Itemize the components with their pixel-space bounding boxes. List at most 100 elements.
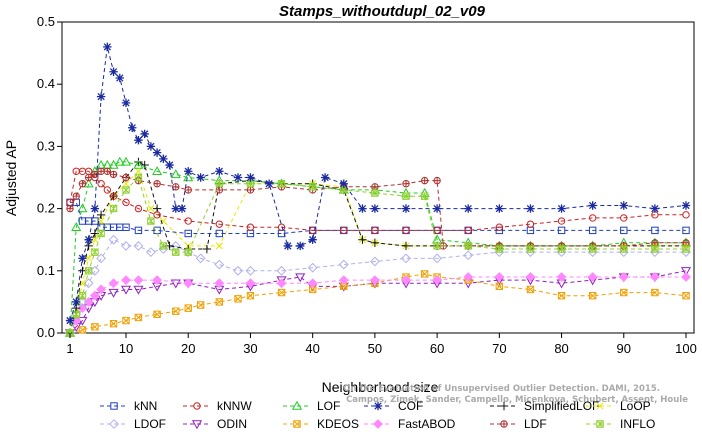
data-point: [401, 253, 411, 264]
data-point: [177, 204, 187, 213]
data-point: [184, 229, 192, 238]
credit-line-1: Campos, Zimek, Sander, Campello, Micenko…: [346, 395, 688, 405]
legend-item: INFLO: [586, 417, 655, 431]
data-point: [109, 319, 118, 328]
data-point: [97, 180, 105, 188]
data-point: [191, 420, 203, 430]
data-point: [526, 204, 535, 213]
y-tick-label: 0.5: [37, 14, 55, 29]
data-point: [96, 284, 107, 295]
data-point: [202, 244, 212, 254]
data-point: [245, 278, 256, 289]
legend-item: FastABOD: [364, 417, 456, 431]
data-point: [184, 186, 192, 194]
data-point: [172, 307, 180, 315]
data-point: [277, 288, 286, 297]
series-lof: [64, 156, 692, 337]
data-point: [170, 279, 181, 289]
data-point: [495, 282, 504, 291]
data-point: [596, 420, 604, 428]
legend-label: INFLO: [620, 417, 655, 431]
series-kdeos: [66, 270, 690, 337]
data-point: [499, 401, 509, 411]
data-point: [89, 290, 100, 301]
data-point: [420, 176, 429, 185]
data-point: [373, 401, 383, 411]
data-point: [293, 420, 301, 428]
legend-label: ODIN: [217, 417, 247, 431]
series-line: [70, 201, 686, 234]
data-point: [78, 254, 87, 263]
data-point: [97, 167, 105, 175]
data-point: [618, 272, 629, 282]
data-point: [680, 267, 692, 277]
legend-label: LDOF: [134, 417, 166, 431]
x-tick-label: 1: [66, 341, 73, 356]
data-point: [109, 170, 118, 179]
data-point: [433, 176, 441, 185]
data-point: [620, 226, 628, 235]
data-point: [246, 223, 255, 231]
series-layer: [64, 42, 692, 339]
data-point: [115, 73, 124, 83]
data-point: [96, 210, 106, 220]
data-point: [172, 248, 180, 256]
y-tick-label: 0.1: [37, 263, 55, 278]
data-point: [681, 201, 691, 210]
legend-label: LOF: [317, 399, 340, 413]
data-point: [649, 272, 660, 282]
data-point: [134, 173, 143, 182]
data-point: [246, 186, 255, 194]
x-tick-label: 100: [675, 341, 697, 356]
data-point: [133, 275, 144, 286]
data-point: [121, 241, 131, 251]
data-point: [283, 241, 292, 251]
data-point: [245, 265, 256, 276]
data-point: [651, 245, 659, 253]
legend-item: LDOF: [100, 417, 166, 431]
data-point: [214, 259, 225, 270]
data-point: [620, 214, 628, 222]
data-point: [338, 259, 349, 270]
data-point: [215, 298, 224, 306]
data-point: [526, 285, 535, 294]
data-point: [651, 288, 659, 297]
x-tick-label: 70: [492, 341, 506, 356]
data-point: [110, 402, 118, 410]
data-point: [233, 265, 243, 276]
data-point: [72, 192, 80, 200]
data-point: [215, 229, 224, 238]
data-point: [526, 245, 535, 253]
x-tick-label: 90: [617, 341, 631, 356]
data-point: [588, 201, 597, 210]
data-point: [500, 420, 508, 428]
series-cof: [65, 42, 691, 325]
credit-line-2: On the Evaluation of Unsupervised Outlie…: [343, 384, 660, 394]
data-point: [596, 402, 604, 410]
legend-item: COF: [364, 399, 423, 413]
legend-label: LoOP: [620, 399, 651, 413]
data-point: [358, 204, 367, 213]
data-point: [525, 272, 536, 282]
data-point: [65, 316, 75, 325]
data-point: [91, 323, 99, 331]
data-point: [526, 220, 535, 228]
data-point: [401, 241, 411, 251]
data-point: [308, 226, 317, 235]
data-point: [90, 204, 100, 213]
legend: kNN kNNW LOF COF SimplifiedLOF LoOP LDOF ODIN KD…: [100, 399, 655, 431]
data-point: [464, 226, 472, 235]
data-point: [121, 275, 131, 286]
data-point: [72, 297, 81, 307]
data-point: [97, 229, 105, 238]
data-point: [588, 291, 597, 300]
y-axis-ticks: 0.0 0.1 0.2 0.3 0.4 0.5: [37, 14, 62, 340]
legend-item: LDF: [490, 417, 547, 431]
data-point: [432, 253, 443, 264]
data-point: [172, 183, 180, 191]
data-point: [134, 313, 143, 322]
data-point: [215, 186, 224, 194]
legend-item: ODIN: [183, 417, 247, 431]
series-line: [69, 276, 686, 334]
data-point: [134, 167, 142, 175]
